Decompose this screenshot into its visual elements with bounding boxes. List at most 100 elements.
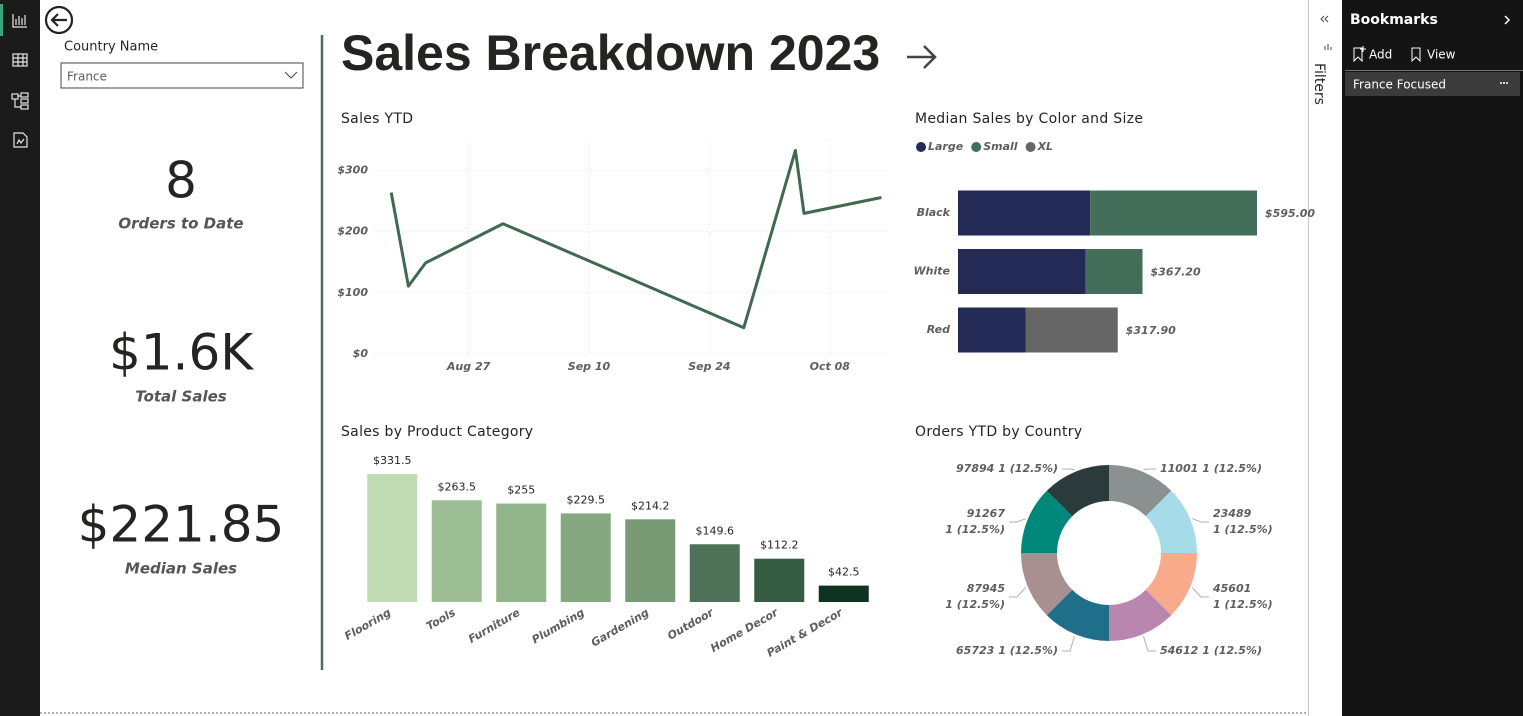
add-bookmark[interactable]: Add	[1353, 46, 1392, 63]
card-label: Orders to Date	[118, 215, 243, 233]
leader-line	[1191, 587, 1209, 598]
bar	[625, 519, 676, 602]
legend-swatch	[1025, 142, 1036, 152]
nav-active-marker	[0, 4, 3, 36]
donut-slice	[1046, 589, 1109, 641]
donut-slice	[1021, 490, 1073, 553]
bar-segment	[958, 190, 1091, 236]
x-tick-label: Oct 08	[810, 360, 851, 373]
leader-line	[1009, 587, 1027, 598]
bar	[431, 500, 482, 602]
collapse-icon[interactable]	[1320, 15, 1329, 23]
data-label: $214.2	[631, 499, 670, 512]
data-label: $42.5	[828, 566, 860, 579]
leader-line	[1142, 636, 1156, 652]
slice-label: 65723 1 (12.5%)	[956, 644, 1058, 657]
card-value: $1.6K	[109, 324, 254, 382]
y-tick-label: $100	[337, 286, 368, 299]
slice-label: 97894 1 (12.5%)	[956, 462, 1058, 475]
slice-category: 45601	[1212, 582, 1251, 595]
y-tick-label: White	[914, 265, 951, 278]
leader-line	[1143, 468, 1156, 471]
card-value: $221.85	[78, 496, 285, 554]
bookmark-item[interactable]	[1345, 72, 1520, 96]
slice-label: 11001 1 (12.5%)	[1160, 462, 1262, 475]
slice-category: 87945	[967, 582, 1006, 595]
donut-slice	[1109, 589, 1172, 641]
x-tick-label: Aug 27	[446, 360, 491, 373]
bar	[689, 544, 740, 602]
card-label: Total Sales	[135, 388, 227, 406]
y-tick-label: $300	[337, 164, 368, 177]
donut-slice	[1046, 465, 1109, 517]
slice-value: 1 (12.5%)	[998, 462, 1058, 475]
slice-label: 54612 1 (12.5%)	[1160, 644, 1262, 657]
report-view-icon[interactable]	[12, 14, 27, 28]
slice-category: 23489	[1213, 507, 1252, 520]
page-title: Sales Breakdown 2023	[341, 25, 880, 81]
action-label: View	[1427, 48, 1456, 62]
bookmark-menu[interactable]	[1500, 82, 1508, 84]
slice-category: 97894	[956, 462, 994, 475]
card-value: 8	[165, 152, 197, 210]
slice-category: 91267	[967, 507, 1006, 520]
bar-segment	[958, 307, 1026, 353]
bar-segment	[1025, 307, 1118, 353]
slicer-label: Country Name	[64, 40, 158, 55]
slicer-dropdown[interactable]	[60, 62, 304, 89]
chart-title: Sales by Product Category	[341, 424, 533, 440]
card-label: Median Sales	[125, 560, 237, 578]
slice-value: 1 (12.5%)	[945, 598, 1005, 611]
total-label: $317.90	[1126, 324, 1176, 337]
leader-line	[1062, 468, 1075, 471]
total-label: $367.20	[1151, 266, 1201, 279]
chart-title: Median Sales by Color and Size	[915, 111, 1143, 127]
slice-value: 1 (12.5%)	[998, 644, 1058, 657]
chart-title: Sales YTD	[341, 111, 413, 127]
table-view-icon[interactable]	[12, 53, 28, 67]
leader-line	[1009, 518, 1027, 523]
legend-swatch	[916, 142, 926, 152]
slicer-value: France	[67, 70, 107, 84]
total-label: $595.00	[1265, 207, 1315, 220]
back-button[interactable]	[44, 5, 74, 35]
bar	[754, 558, 805, 602]
bookmarks-pane	[1342, 0, 1523, 716]
expand-icon[interactable]	[1504, 15, 1511, 25]
filter-icon	[1324, 44, 1332, 50]
donut-slice	[1021, 553, 1073, 616]
y-tick-label: Black	[917, 206, 951, 219]
bookmark-name: France Focused	[1353, 78, 1446, 92]
filters-pane[interactable]	[1308, 0, 1342, 716]
leader-line	[1062, 636, 1076, 652]
bar	[818, 585, 869, 602]
left-nav	[0, 0, 40, 716]
data-label: $112.2	[760, 539, 799, 552]
dax-view-icon[interactable]	[13, 132, 28, 148]
donut-slice	[1145, 553, 1197, 616]
y-tick-label: Red	[927, 323, 950, 336]
view-bookmark[interactable]: View	[1411, 47, 1456, 63]
bar	[560, 513, 611, 602]
bar-segment	[958, 249, 1086, 294]
bar	[496, 503, 547, 602]
filters-label: Filters	[1311, 63, 1327, 105]
bar-segment	[1090, 190, 1257, 236]
x-tick-label: Sep 24	[688, 360, 730, 373]
slice-category: 65723	[956, 644, 995, 657]
slice-value: 1 (12.5%)	[1202, 462, 1262, 475]
legend-label: XL	[1037, 140, 1054, 153]
y-tick-label: $0	[353, 347, 369, 360]
data-label: $229.5	[567, 493, 606, 506]
data-label: $331.5	[373, 454, 412, 467]
chart-title: Orders YTD by Country	[915, 424, 1082, 440]
data-label: $255	[507, 484, 535, 497]
model-view-icon[interactable]	[11, 92, 29, 110]
slice-value: 1 (12.5%)	[1202, 644, 1262, 657]
slice-category: 11001	[1160, 462, 1198, 475]
bar-segment	[1085, 249, 1143, 294]
legend-swatch	[971, 142, 982, 152]
next-arrow[interactable]	[907, 45, 937, 69]
legend-label: Small	[983, 140, 1018, 153]
